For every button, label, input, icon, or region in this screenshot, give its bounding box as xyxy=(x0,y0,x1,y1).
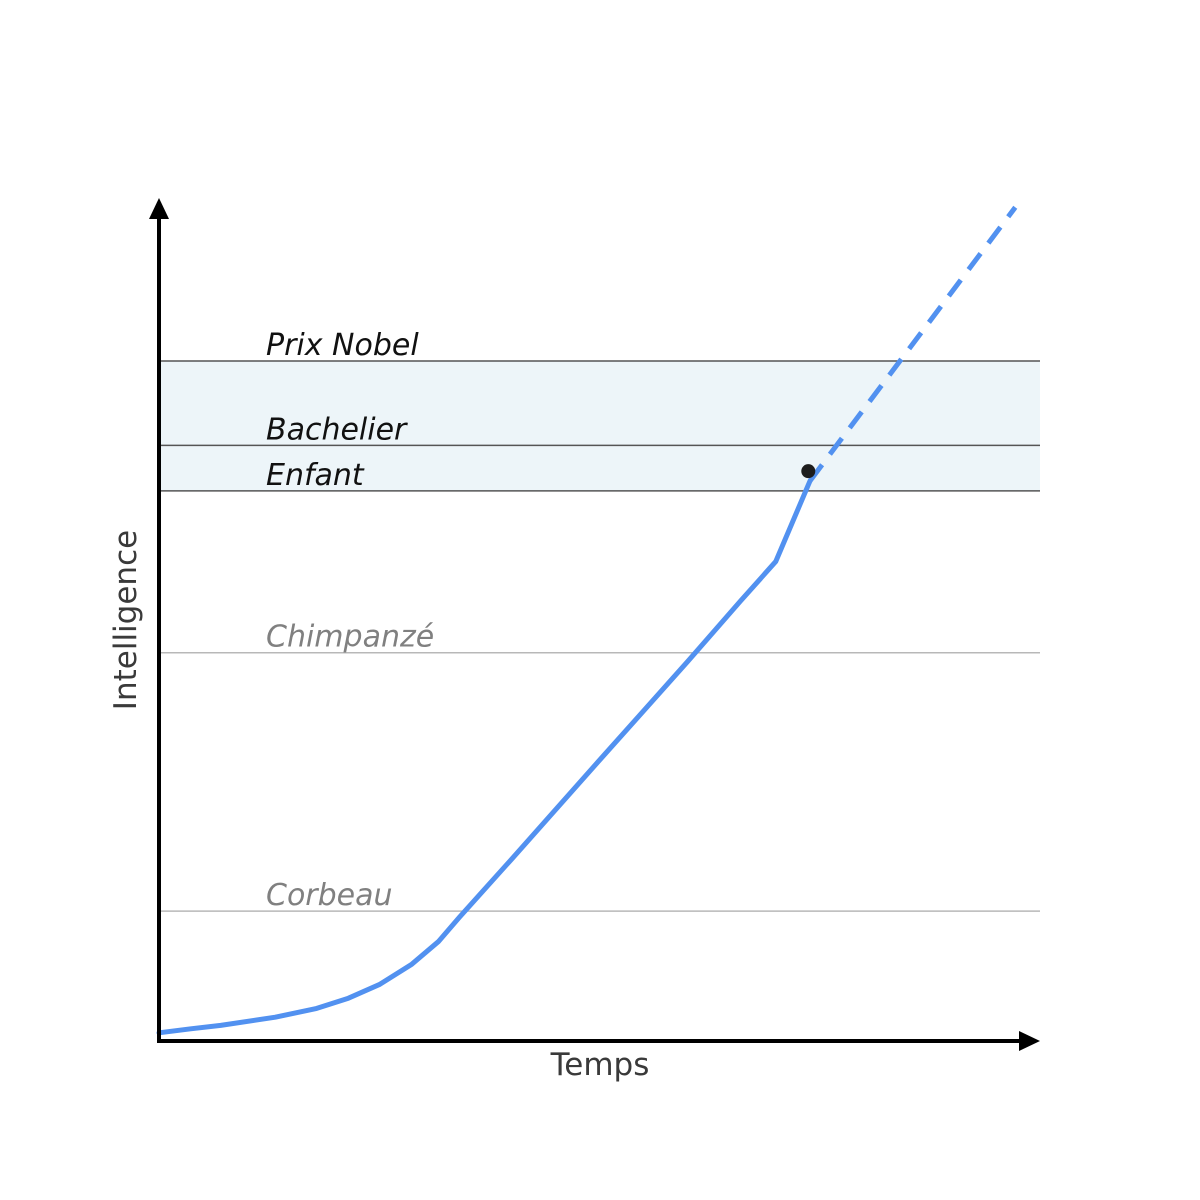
level-label-chimpanze: Chimpanzé xyxy=(266,620,434,655)
y-axis-arrow xyxy=(149,198,169,219)
level-label-enfant: Enfant xyxy=(266,458,365,493)
x-axis-label: Temps xyxy=(550,1047,650,1083)
highlight-band xyxy=(161,361,1040,491)
series-line-solid xyxy=(156,478,813,1036)
current-point-marker xyxy=(801,464,816,479)
series-line-dashed xyxy=(808,205,1018,483)
y-axis-label: Intelligence xyxy=(108,530,144,710)
x-axis-arrow xyxy=(1019,1031,1040,1051)
level-label-bachelier: Bachelier xyxy=(266,412,408,447)
level-label-corbeau: Corbeau xyxy=(266,878,393,913)
level-label-prix-nobel: Prix Nobel xyxy=(266,328,419,363)
